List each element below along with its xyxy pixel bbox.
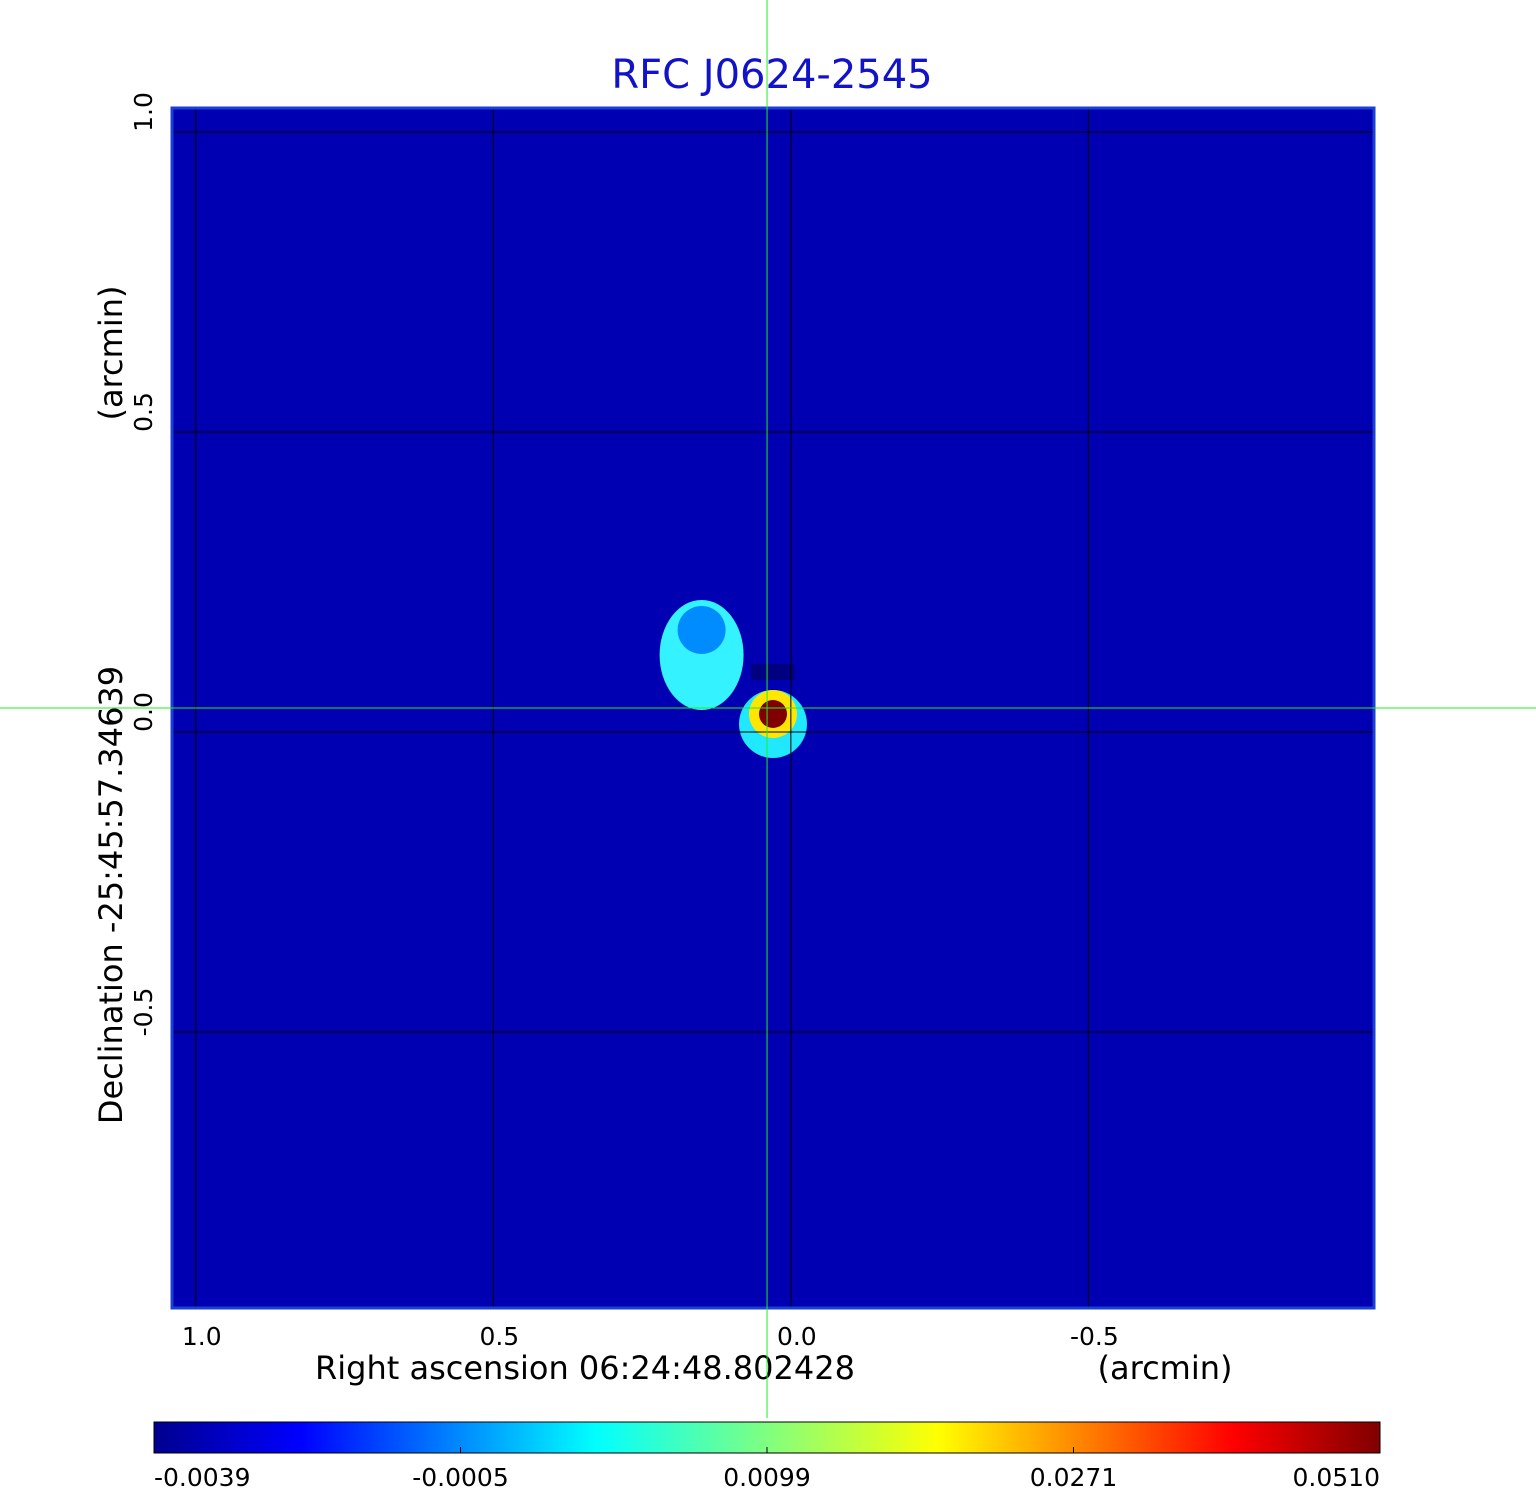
y-tick-label: 0.5 xyxy=(129,392,158,432)
x-axis-unit: (arcmin) xyxy=(1098,1349,1233,1387)
y-tick-label: -0.5 xyxy=(129,988,158,1037)
crosshair xyxy=(0,0,1536,1418)
x-tick-label: 0.5 xyxy=(479,1322,519,1351)
feature-peak xyxy=(759,700,787,728)
x-tick-labels: 1.0 0.5 0.0 -0.5 xyxy=(182,1322,1119,1351)
colorbar-tick-label: 0.0510 xyxy=(1293,1463,1380,1492)
y-axis-unit: (arcmin) xyxy=(92,286,130,421)
y-tick-label: 0.0 xyxy=(129,692,158,732)
x-tick-label: 1.0 xyxy=(182,1322,222,1351)
colorbar-ticks: -0.0039 -0.0005 0.0099 0.0271 0.0510 xyxy=(153,1447,1381,1492)
x-axis-label: Right ascension 06:24:48.802428 xyxy=(315,1349,855,1387)
colorbar-tick-label: 0.0271 xyxy=(1030,1463,1117,1492)
source-features xyxy=(659,600,807,758)
y-tick-labels: 1.0 0.5 0.0 -0.5 xyxy=(129,92,158,1036)
y-axis-label: Declination -25:45:57.34639 xyxy=(92,666,130,1124)
feature-secondary-component xyxy=(677,606,726,654)
colorbar-tick-label: -0.0005 xyxy=(412,1463,509,1492)
colorbar-tick-label: -0.0039 xyxy=(154,1463,251,1492)
feature-negative-lobe xyxy=(751,664,795,680)
y-tick-label: 1.0 xyxy=(129,92,158,132)
chart-title: RFC J0624-2545 xyxy=(611,52,932,98)
x-tick-label: -0.5 xyxy=(1070,1322,1119,1351)
colorbar-tick-label: 0.0099 xyxy=(723,1463,810,1492)
x-tick-label: 0.0 xyxy=(777,1322,817,1351)
